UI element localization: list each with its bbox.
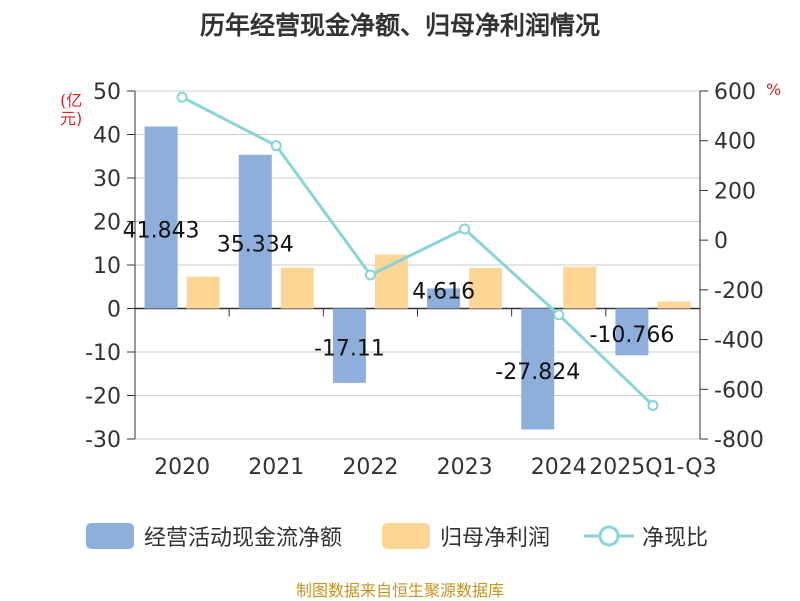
bar-netprofit	[657, 301, 691, 309]
category-label: 2021	[248, 455, 304, 480]
bar-netprofit	[280, 267, 314, 309]
right-tick-label: -200	[714, 279, 764, 304]
point-ratio	[270, 140, 282, 152]
left-tick-label: -10	[85, 341, 121, 366]
data-label-cashflow: 41.843	[123, 218, 200, 243]
data-label-cashflow: 4.616	[412, 279, 475, 304]
chart-title: 历年经营现金净额、归母净利润情况	[199, 11, 600, 40]
bar-cashflow	[238, 154, 272, 309]
legend-swatch-netprofit	[382, 523, 430, 549]
left-axis-unit: (亿元)	[60, 91, 83, 128]
point-ratio	[553, 309, 565, 321]
bar-netprofit	[469, 268, 503, 309]
data-label-cashflow: 35.334	[217, 233, 294, 258]
bar-netprofit	[374, 254, 408, 309]
data-label-cashflow: -17.11	[314, 337, 385, 362]
bar-cashflow	[332, 308, 366, 383]
data-label-cashflow: -10.766	[589, 323, 674, 348]
category-label: 2020	[154, 455, 210, 480]
legend-item-ratio[interactable]: 净现比	[584, 516, 708, 556]
legend-item-cashflow[interactable]: 经营活动现金流净额	[86, 516, 342, 556]
left-tick-label: 50	[93, 80, 121, 105]
legend-label-netprofit: 归母净利润	[440, 526, 551, 551]
category-label: 2022	[342, 455, 398, 480]
right-tick-label: -600	[714, 378, 764, 403]
category-label: 2023	[437, 455, 493, 480]
bar-cashflow	[521, 308, 555, 430]
left-tick-label: 20	[93, 211, 121, 236]
bar-cashflow	[427, 288, 461, 309]
point-ratio	[176, 91, 188, 103]
legend-swatch-ratio	[584, 523, 634, 549]
left-tick-label: 0	[107, 298, 121, 323]
data-source-note: 制图数据来自恒生聚源数据库	[295, 581, 504, 600]
left-tick-label: -30	[85, 428, 121, 453]
legend-swatch-cashflow	[86, 523, 134, 549]
bar-cashflow	[615, 308, 649, 356]
category-label: 2024	[531, 455, 587, 480]
left-tick-label: 10	[93, 254, 121, 279]
legend: 经营活动现金流净额 归母净利润 净现比	[0, 516, 800, 556]
bar-cashflow	[144, 126, 178, 309]
bar-netprofit	[563, 266, 597, 309]
legend-label-cashflow: 经营活动现金流净额	[144, 526, 343, 551]
right-tick-label: 400	[714, 130, 756, 155]
right-tick-label: 600	[714, 80, 756, 105]
left-tick-label: -20	[85, 385, 121, 410]
category-label: 2025Q1-Q3	[589, 455, 716, 480]
right-tick-label: 200	[714, 179, 756, 204]
point-ratio	[459, 223, 471, 235]
line-ratio	[181, 95, 654, 407]
left-tick-label: 30	[93, 167, 121, 192]
left-tick-label: 40	[93, 124, 121, 149]
right-axis-unit: %	[766, 80, 782, 99]
data-label-cashflow: -27.824	[495, 360, 580, 385]
legend-label-ratio: 净现比	[642, 526, 709, 551]
point-ratio	[647, 399, 659, 411]
right-tick-label: -400	[714, 329, 764, 354]
right-tick-label: -800	[714, 428, 764, 453]
right-tick-label: 0	[714, 229, 728, 254]
legend-item-netprofit[interactable]: 归母净利润	[382, 516, 550, 556]
point-ratio	[364, 269, 376, 281]
bar-netprofit	[186, 276, 220, 309]
